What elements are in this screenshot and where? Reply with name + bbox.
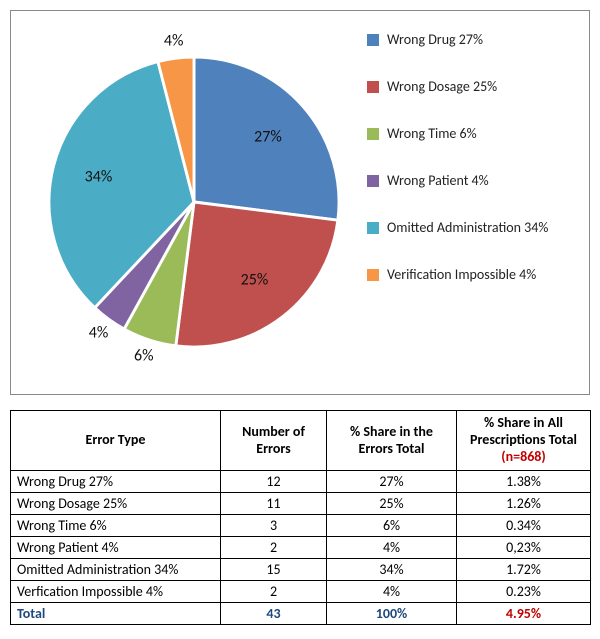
cell-num-errors: 15 <box>221 559 327 581</box>
legend-label: Wrong Dosage 25% <box>387 78 497 95</box>
legend-label: Wrong Time 6% <box>387 125 477 142</box>
legend-swatch <box>367 128 379 140</box>
col-share-errors: % Share in the Errors Total <box>327 411 457 471</box>
table-header-row: Error Type Number of Errors % Share in t… <box>11 411 591 471</box>
cell-share-all: 1.26% <box>457 493 591 515</box>
cell-error-type: Verfication Impossible 4% <box>11 581 221 603</box>
cell-share-all: 0,23% <box>457 537 591 559</box>
total-label: Total <box>11 603 221 625</box>
cell-error-type: Wrong Dosage 25% <box>11 493 221 515</box>
cell-num-errors: 2 <box>221 537 327 559</box>
pie-slice-label: 4% <box>164 31 184 50</box>
table-total-row: Total43100%4.95% <box>11 603 591 625</box>
legend-item: Wrong Patient 4% <box>367 172 577 189</box>
col-share-errors-label: % Share in the Errors Total <box>350 423 433 457</box>
cell-share-errors: 27% <box>327 471 457 493</box>
total-share-errors: 100% <box>327 603 457 625</box>
pie-slice-label: 4% <box>89 324 109 343</box>
pie-chart: 27%25%6%4%34%4% <box>49 57 339 347</box>
cell-num-errors: 2 <box>221 581 327 603</box>
cell-num-errors: 11 <box>221 493 327 515</box>
chart-legend: Wrong Drug 27% Wrong Dosage 25% Wrong Time… <box>367 31 577 313</box>
pie-slice-label: 34% <box>85 168 113 187</box>
pie-slice-label: 25% <box>241 270 269 289</box>
legend-label: Wrong Patient 4% <box>387 172 489 189</box>
cell-error-type: Wrong Drug 27% <box>11 471 221 493</box>
chart-panel: 27% 25% 6% 4% 34% 4% Wrong Drug 27% Wrong Dosa… <box>10 10 590 395</box>
cell-error-type: Wrong Patient 4% <box>11 537 221 559</box>
legend-label: Verification Impossible 4% <box>387 266 536 283</box>
col-share-all-label: % Share in All Prescriptions Total <box>470 414 577 448</box>
cell-share-errors: 34% <box>327 559 457 581</box>
legend-item: Omitted Administration 34% <box>367 219 577 236</box>
legend-item: Verification Impossible 4% <box>367 266 577 283</box>
legend-swatch <box>367 81 379 93</box>
table-row: Verfication Impossible 4%24%0.23% <box>11 581 591 603</box>
cell-share-all: 0.34% <box>457 515 591 537</box>
error-table-wrap: Error Type Number of Errors % Share in t… <box>10 410 590 625</box>
page-root: 27%25%6%4%34%4% Wrong Drug 27%Wrong Dosa… <box>0 0 600 639</box>
legend-item: Wrong Time 6% <box>367 125 577 142</box>
table-row: Wrong Dosage 25%1125%1.26% <box>11 493 591 515</box>
pie-svg <box>49 57 339 347</box>
table-row: Omitted Administration 34%1534%1.72% <box>11 559 591 581</box>
pie-slice-label: 27% <box>254 127 282 146</box>
total-num-errors: 43 <box>221 603 327 625</box>
legend-swatch <box>367 222 379 234</box>
legend-swatch <box>367 175 379 187</box>
pie-slice-label: 6% <box>134 347 154 366</box>
n-label: (n=868) <box>501 448 546 465</box>
cell-share-errors: 4% <box>327 581 457 603</box>
col-num-errors: Number of Errors <box>221 411 327 471</box>
cell-num-errors: 3 <box>221 515 327 537</box>
legend-item: Wrong Drug 27% <box>367 31 577 48</box>
cell-share-all: 1.72% <box>457 559 591 581</box>
total-share-all: 4.95% <box>457 603 591 625</box>
table-body: Wrong Drug 27%1227%1.38%Wrong Dosage 25%… <box>11 471 591 625</box>
col-error-type: Error Type <box>11 411 221 471</box>
legend-label: Wrong Drug 27% <box>387 31 483 48</box>
legend-swatch <box>367 269 379 281</box>
col-num-errors-label: Number of Errors <box>242 423 305 457</box>
cell-share-errors: 4% <box>327 537 457 559</box>
col-share-all: % Share in All Prescriptions Total (n=86… <box>457 411 591 471</box>
table-row: Wrong Drug 27%1227%1.38% <box>11 471 591 493</box>
legend-swatch <box>367 34 379 46</box>
col-error-type-label: Error Type <box>86 431 146 448</box>
legend-label: Omitted Administration 34% <box>387 219 548 236</box>
error-table: Error Type Number of Errors % Share in t… <box>10 410 591 625</box>
cell-num-errors: 12 <box>221 471 327 493</box>
table-row: Wrong Patient 4%24%0,23% <box>11 537 591 559</box>
cell-error-type: Wrong Time 6% <box>11 515 221 537</box>
cell-share-errors: 25% <box>327 493 457 515</box>
legend-item: Wrong Dosage 25% <box>367 78 577 95</box>
cell-share-errors: 6% <box>327 515 457 537</box>
cell-share-all: 0.23% <box>457 581 591 603</box>
cell-error-type: Omitted Administration 34% <box>11 559 221 581</box>
cell-share-all: 1.38% <box>457 471 591 493</box>
table-row: Wrong Time 6%36%0.34% <box>11 515 591 537</box>
